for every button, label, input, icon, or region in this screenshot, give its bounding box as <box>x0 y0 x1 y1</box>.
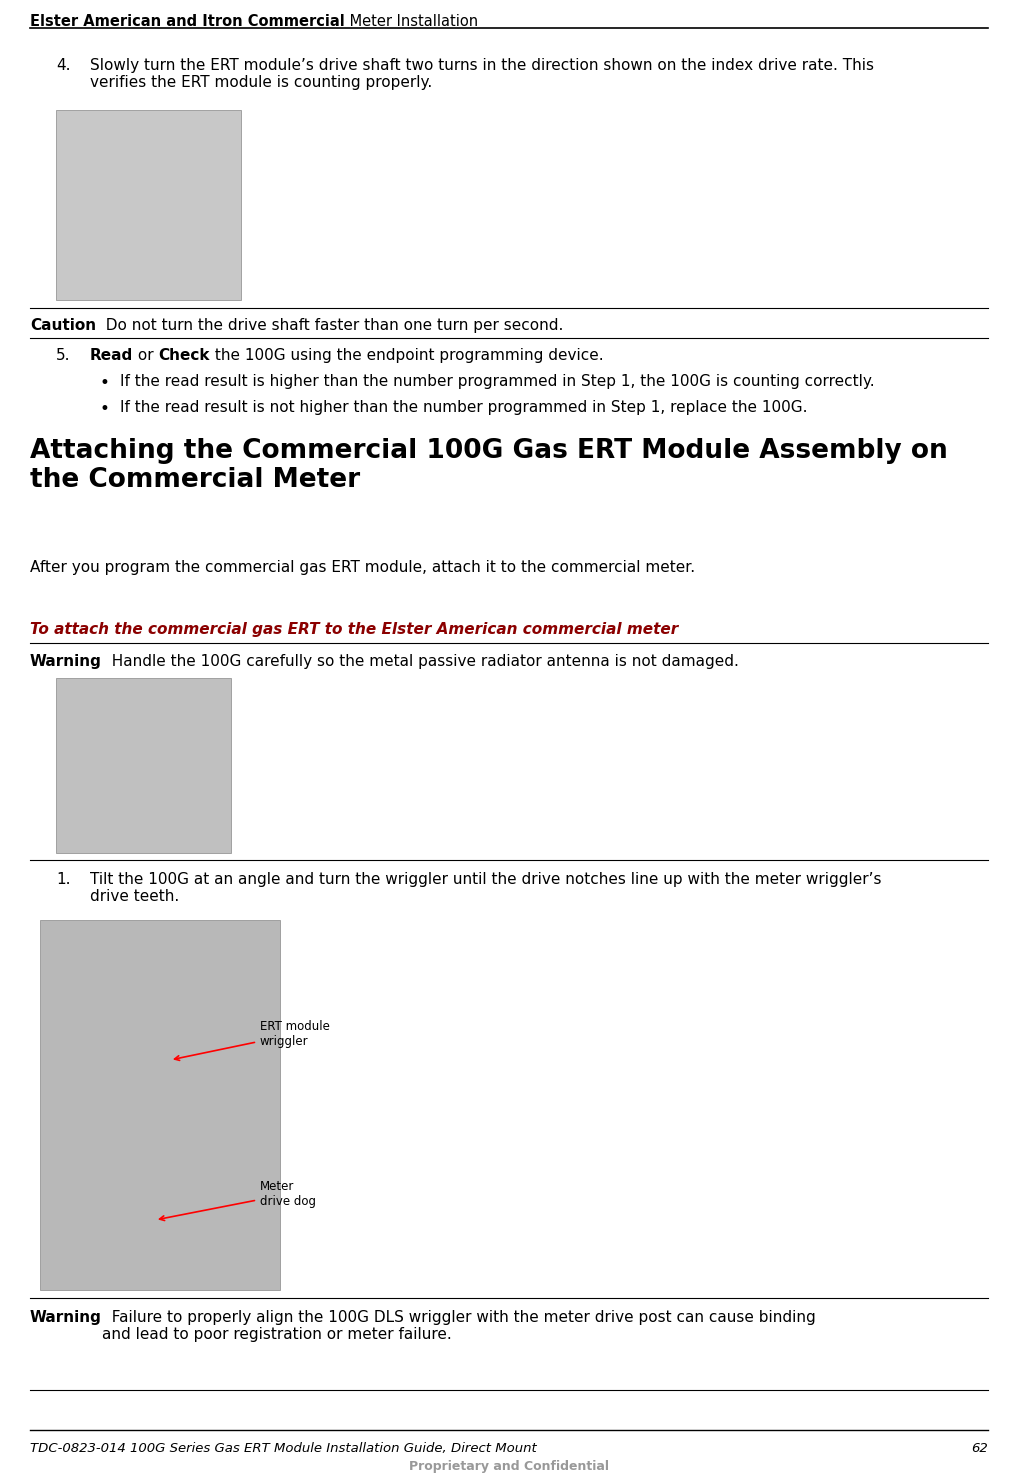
Text: Proprietary and Confidential: Proprietary and Confidential <box>409 1460 609 1474</box>
Text: If the read result is higher than the number programmed in Step 1, the 100G is c: If the read result is higher than the nu… <box>120 374 874 389</box>
Text: Elster American and Itron Commercial: Elster American and Itron Commercial <box>30 13 345 30</box>
Text: Do not turn the drive shaft faster than one turn per second.: Do not turn the drive shaft faster than … <box>96 318 564 333</box>
Text: Warning: Warning <box>30 1310 102 1324</box>
Text: Meter
drive dog: Meter drive dog <box>160 1179 316 1221</box>
Text: Attaching the Commercial 100G Gas ERT Module Assembly on
the Commercial Meter: Attaching the Commercial 100G Gas ERT Mo… <box>30 437 948 494</box>
Text: 62: 62 <box>971 1443 988 1454</box>
Text: Warning: Warning <box>30 653 102 670</box>
Bar <box>56 678 231 853</box>
Text: Handle the 100G carefully so the metal passive radiator antenna is not damaged.: Handle the 100G carefully so the metal p… <box>102 653 739 670</box>
Text: 1.: 1. <box>56 872 70 887</box>
Text: 4.: 4. <box>56 58 70 72</box>
Text: the 100G using the endpoint programming device.: the 100G using the endpoint programming … <box>211 347 604 364</box>
Text: Caution: Caution <box>30 318 96 333</box>
Bar <box>56 109 241 300</box>
Text: 5.: 5. <box>56 347 70 364</box>
Bar <box>40 919 280 1290</box>
Text: TDC-0823-014 100G Series Gas ERT Module Installation Guide, Direct Mount: TDC-0823-014 100G Series Gas ERT Module … <box>30 1443 536 1454</box>
Text: Failure to properly align the 100G DLS wriggler with the meter drive post can ca: Failure to properly align the 100G DLS w… <box>102 1310 815 1342</box>
Text: or: or <box>133 347 159 364</box>
Text: Slowly turn the ERT module’s drive shaft two turns in the direction shown on the: Slowly turn the ERT module’s drive shaft… <box>90 58 874 90</box>
Text: If the read result is not higher than the number programmed in Step 1, replace t: If the read result is not higher than th… <box>120 401 807 415</box>
Text: Meter Installation: Meter Installation <box>345 13 477 30</box>
Text: After you program the commercial gas ERT module, attach it to the commercial met: After you program the commercial gas ERT… <box>30 560 695 575</box>
Text: ERT module
wriggler: ERT module wriggler <box>174 1020 330 1060</box>
Text: •: • <box>100 374 110 392</box>
Text: Check: Check <box>159 347 211 364</box>
Text: •: • <box>100 401 110 418</box>
Text: Tilt the 100G at an angle and turn the wriggler until the drive notches line up : Tilt the 100G at an angle and turn the w… <box>90 872 882 905</box>
Text: To attach the commercial gas ERT to the Elster American commercial meter: To attach the commercial gas ERT to the … <box>30 622 678 637</box>
Text: Read: Read <box>90 347 133 364</box>
